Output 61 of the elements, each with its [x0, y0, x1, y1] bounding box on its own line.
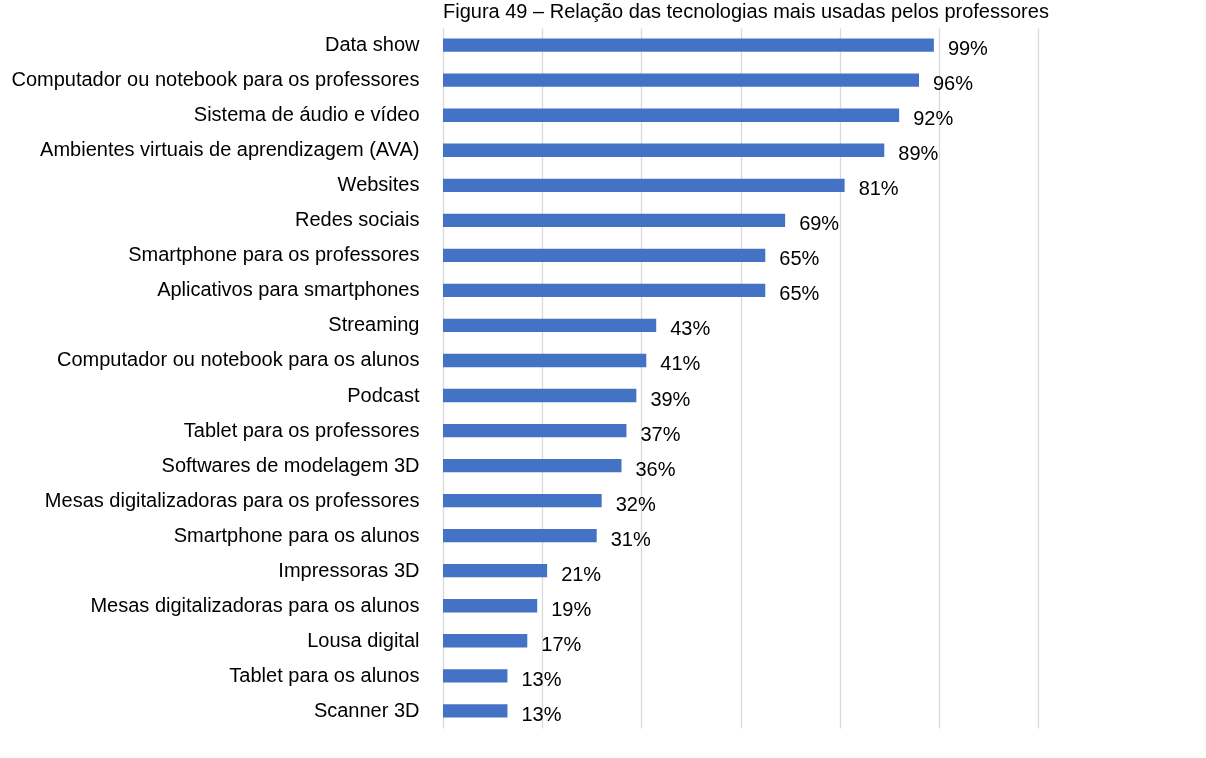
bar [443, 178, 845, 192]
bar [443, 353, 647, 368]
data-label: 17% [541, 632, 582, 655]
y-tick-label: Smartphone para os professores [128, 243, 420, 266]
y-tick-label: Mesas digitalizadoras para os alunos [90, 593, 420, 616]
y-tick-label: Sistema de áudio e vídeo [193, 103, 420, 126]
data-label: 92% [913, 107, 954, 130]
y-tick-label: Ambientes virtuais de aprendizagem (AVA) [40, 138, 420, 161]
bar [443, 634, 528, 648]
data-label: 65% [779, 247, 820, 270]
data-label: 31% [610, 527, 651, 550]
bar [443, 458, 622, 473]
y-tick-label: Tablet para os alunos [229, 663, 420, 686]
data-label: 41% [660, 352, 701, 375]
bar [443, 283, 766, 298]
bar [443, 704, 508, 718]
data-label: 13% [521, 667, 562, 690]
data-label: 81% [858, 177, 899, 200]
y-tick-label: Smartphone para os alunos [173, 523, 420, 546]
data-label: 13% [521, 702, 562, 725]
y-tick-label: Computador ou notebook para os alunos [57, 348, 420, 371]
bar [443, 388, 637, 403]
bar [443, 529, 597, 543]
y-tick-label: Computador ou notebook para os professores [11, 68, 420, 91]
data-label: 37% [640, 422, 681, 445]
y-tick-label: Streaming [328, 313, 420, 336]
data-label: 43% [670, 317, 711, 340]
y-tick-label: Scanner 3D [313, 698, 420, 721]
bar [443, 599, 538, 613]
bar [443, 73, 919, 87]
data-label: 32% [615, 492, 656, 515]
data-label: 39% [650, 387, 691, 410]
y-tick-label: Impressoras 3D [278, 558, 420, 581]
bar [443, 248, 766, 263]
data-label: 89% [898, 142, 939, 165]
bar [443, 213, 786, 227]
bar [443, 564, 548, 578]
chart-title: Figura 49 – Relação das tecnologias mais usadas pelos professores [443, 0, 1049, 22]
bar [443, 669, 508, 683]
bar [443, 318, 657, 333]
y-tick-label: Redes sociais [294, 208, 420, 231]
y-tick-label: Data show [325, 33, 421, 56]
y-tick-label: Mesas digitalizadoras para os professores [44, 488, 420, 511]
y-tick-label: Lousa digital [307, 628, 420, 651]
bar [443, 423, 627, 438]
y-tick-label: Softwares de modelagem 3D [161, 453, 420, 476]
data-label: 69% [799, 212, 840, 235]
data-label: 96% [933, 72, 974, 95]
y-tick-label: Aplicativos para smartphones [157, 278, 420, 301]
data-label: 36% [635, 457, 676, 480]
y-tick-label: Podcast [347, 383, 420, 406]
bar [443, 493, 602, 508]
y-tick-label: Tablet para os professores [183, 418, 420, 441]
bar [443, 143, 885, 157]
data-label: 65% [779, 282, 820, 305]
bar [443, 38, 934, 52]
data-label: 99% [947, 37, 989, 60]
bar [443, 108, 900, 122]
y-tick-label: Websites [337, 173, 420, 196]
data-label: 21% [561, 562, 602, 585]
data-label: 19% [551, 597, 592, 620]
